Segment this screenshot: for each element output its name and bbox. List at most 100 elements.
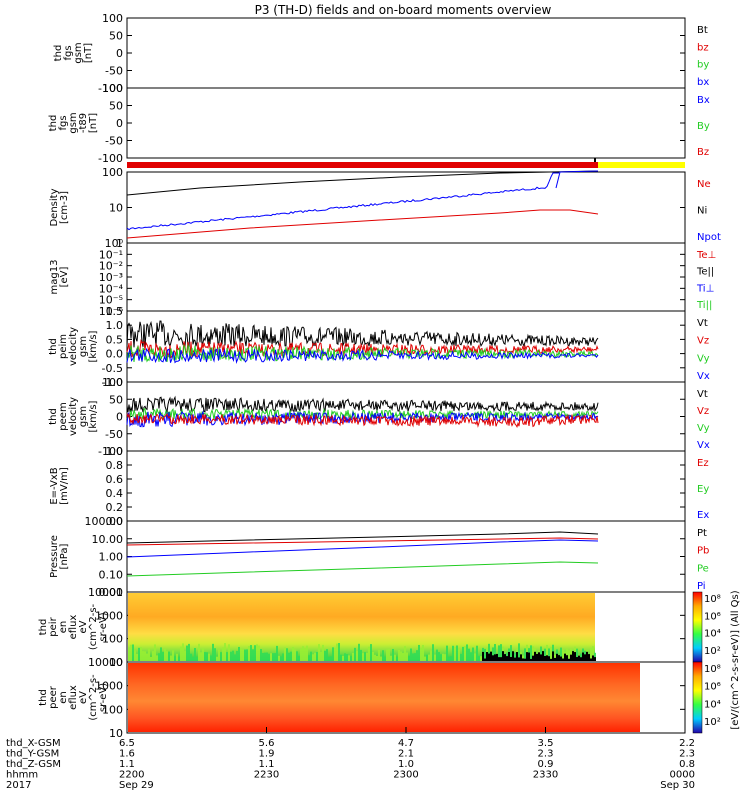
x-tick-label: 1.1 [119, 759, 135, 770]
y-tick-label: 1000 [95, 609, 123, 622]
y-tick-label: 1.5 [106, 305, 124, 318]
legend-ti-3: Ti|| [696, 300, 712, 311]
legend-pb-7: Pb [697, 546, 709, 557]
spectrogram-noise [592, 655, 594, 661]
spectrogram-noise [136, 653, 138, 661]
spectrogram-noise [372, 651, 374, 661]
spectrogram-noise [130, 644, 132, 661]
spectrogram-noise [540, 646, 542, 661]
spectrogram-noise [402, 652, 404, 661]
x-tick-label: 1.0 [398, 759, 414, 770]
y-tick-label: 10000 [88, 656, 123, 669]
legend-ey-6: Ey [697, 484, 709, 495]
spectrogram-noise [532, 655, 534, 661]
spectrogram-noise [456, 645, 458, 661]
panel-peir-spec: 10000 1000 100 10 thd peir en eflux eV (cm^2-s-sr… [38, 586, 686, 669]
spectrogram-noise [354, 647, 356, 661]
series-vt [126, 320, 599, 349]
spectrogram-noise [578, 655, 580, 661]
spectrogram-noise [582, 652, 584, 661]
series-pt [126, 531, 599, 544]
legend-ti-3: Ti⊥ [696, 283, 714, 294]
spectrogram-noise [344, 653, 346, 661]
y-axis-label: thd [38, 619, 49, 636]
spectrogram-noise [498, 657, 500, 661]
y-axis-label: eV [78, 691, 89, 704]
spectrogram-noise [194, 648, 196, 661]
spectrogram-noise [512, 651, 514, 661]
x-tick-label: 1.9 [259, 749, 275, 760]
spectrogram-noise [590, 658, 592, 661]
spectrogram-noise [438, 652, 440, 661]
y-tick-label: 1000 [95, 680, 123, 693]
spectrogram-noise [380, 656, 382, 661]
spectrogram-noise [276, 645, 278, 661]
x-tick-label: 6.5 [119, 738, 135, 749]
x-tick-label: 3.5 [538, 738, 554, 749]
spectrogram-noise [386, 649, 388, 661]
spectrogram-noise [362, 653, 364, 661]
spectrogram-noise [132, 644, 134, 661]
legend-by-0: by [697, 60, 709, 71]
spectrogram-noise [426, 654, 428, 661]
spectrogram-noise [140, 647, 142, 661]
y-tick-label: 10 [109, 202, 123, 215]
spectrogram-noise [404, 646, 406, 661]
spectrogram-noise [518, 657, 520, 661]
spectrogram-noise [420, 648, 422, 661]
spectrogram-noise [396, 656, 398, 661]
spectrogram-noise [202, 648, 204, 661]
legend-ez-6: Ez [697, 458, 709, 469]
spectrogram-noise [378, 649, 380, 661]
spectrogram-noise [322, 644, 324, 661]
spectrogram-noise [268, 653, 270, 661]
y-tick-label: 0.0 [106, 348, 124, 361]
spectrogram-noise [180, 646, 182, 661]
panel-frame [126, 242, 686, 312]
y-axis-label: (cm^2-s- [88, 674, 99, 721]
x-tick-label: 4.7 [398, 738, 414, 749]
spectrogram-noise [190, 653, 192, 661]
spectrogram-noise [398, 649, 400, 661]
colorbar-tick-label: 10⁸ [704, 594, 721, 605]
spectrogram-noise [562, 649, 564, 661]
legend-bz-0: bz [697, 42, 709, 53]
y-tick-label: 50 [109, 30, 123, 43]
spectrogram-noise [518, 643, 520, 661]
spectrogram-noise [572, 651, 574, 661]
colorbar-tick-label: 10⁴ [704, 629, 721, 640]
spectrogram-noise [308, 655, 310, 661]
y-tick-label: 1.0 [106, 319, 124, 332]
spectrogram-noise [488, 653, 490, 661]
y-axis-label: sr-eV) [98, 683, 109, 712]
y-tick-label: 10⁻² [99, 260, 123, 273]
x-tick-label: 0.8 [679, 759, 695, 770]
spectrogram-noise [224, 643, 226, 661]
spectrogram-noise [170, 655, 172, 661]
y-tick-label: 10⁻⁴ [99, 282, 124, 295]
spectrogram-noise [422, 644, 424, 661]
legend-bt-0: Bt [697, 25, 708, 36]
spectrogram-noise [284, 647, 286, 661]
spectrogram-noise [172, 650, 174, 661]
spectrogram-noise [556, 653, 558, 661]
y-axis-label: eflux [68, 685, 79, 710]
y-axis-label: [cm-3] [59, 191, 70, 224]
y-axis-label: gsm [78, 406, 89, 427]
legend-vt-4: Vt [697, 318, 708, 329]
spectrogram-noise [444, 654, 446, 661]
y-axis-label: thd [38, 689, 49, 706]
spectrogram-noise [256, 644, 258, 661]
spectrogram-noise [522, 655, 524, 661]
spectrogram-noise [364, 652, 366, 661]
y-tick-label: -100 [98, 152, 123, 165]
flag-bar [127, 158, 685, 168]
spectrogram-noise [414, 653, 416, 661]
y-tick-label: -100 [98, 445, 123, 458]
spectrogram-noise [272, 653, 274, 661]
spectrogram-noise [584, 654, 586, 661]
spectrogram-noise [274, 653, 276, 661]
y-axis-label: [km/s] [88, 330, 99, 362]
y-axis-label: -t89 [78, 113, 89, 133]
